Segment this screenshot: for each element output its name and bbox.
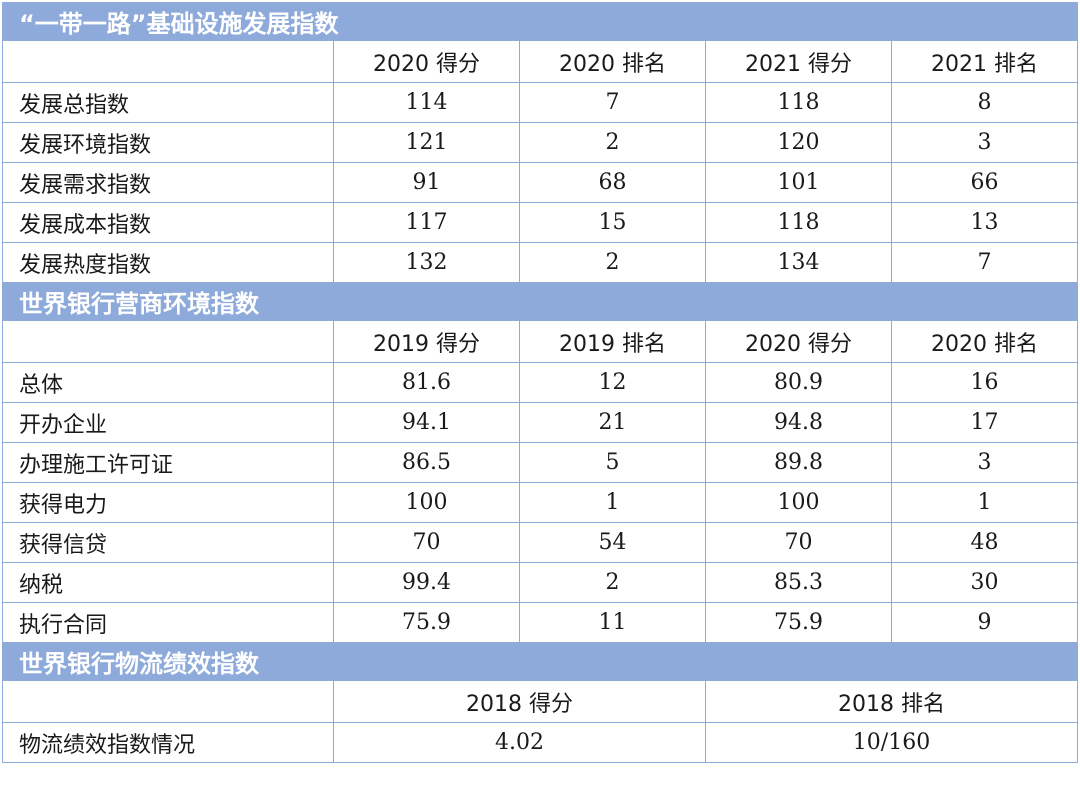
section-title: 世界银行营商环境指数: [2, 282, 1078, 321]
table-cell: 11: [519, 602, 706, 643]
table-cell: 91: [333, 162, 520, 203]
table-row: 物流绩效指数情况 4.02 10/160: [2, 722, 1078, 763]
row-label: 获得电力: [2, 482, 334, 523]
table-cell: 94.8: [705, 402, 892, 443]
column-header: 2021 排名: [891, 40, 1078, 83]
table-cell: 17: [891, 402, 1078, 443]
table-cell: 117: [333, 202, 520, 243]
section-title: “一带一路”基础设施发展指数: [2, 2, 1078, 41]
table-cell: 80.9: [705, 362, 892, 403]
row-label: 发展需求指数: [2, 162, 334, 203]
table-cell: 100: [705, 482, 892, 523]
table-cell: 99.4: [333, 562, 520, 603]
table-cell: 114: [333, 82, 520, 123]
table-cell: 75.9: [705, 602, 892, 643]
column-header-row: 2020 得分 2020 排名 2021 得分 2021 排名: [2, 40, 1078, 83]
column-header-row: 2018 得分 2018 排名: [2, 680, 1078, 723]
row-label: 发展成本指数: [2, 202, 334, 243]
header-blank: [2, 320, 334, 363]
table-cell: 120: [705, 122, 892, 163]
table-cell: 85.3: [705, 562, 892, 603]
section-header-logistics: 世界银行物流绩效指数: [2, 642, 1078, 681]
column-header: 2021 得分: [705, 40, 892, 83]
table-cell: 70: [705, 522, 892, 563]
table-cell: 7: [519, 82, 706, 123]
column-header: 2020 得分: [705, 320, 892, 363]
row-label: 获得信贷: [2, 522, 334, 563]
table-cell: 2: [519, 242, 706, 283]
row-label: 总体: [2, 362, 334, 403]
table-cell: 86.5: [333, 442, 520, 483]
table-cell: 15: [519, 202, 706, 243]
table-row: 纳税 99.4 2 85.3 30: [2, 562, 1078, 603]
table-cell: 48: [891, 522, 1078, 563]
table-cell: 68: [519, 162, 706, 203]
table-cell: 118: [705, 202, 892, 243]
table-cell: 134: [705, 242, 892, 283]
section-header-business-environment: 世界银行营商环境指数: [2, 282, 1078, 321]
table-cell: 9: [891, 602, 1078, 643]
table-row: 发展需求指数 91 68 101 66: [2, 162, 1078, 203]
row-label: 办理施工许可证: [2, 442, 334, 483]
column-header: 2020 得分: [333, 40, 520, 83]
row-label: 发展环境指数: [2, 122, 334, 163]
table-cell: 54: [519, 522, 706, 563]
column-header: 2020 排名: [519, 40, 706, 83]
table-cell: 8: [891, 82, 1078, 123]
header-blank: [2, 680, 334, 723]
table-cell: 75.9: [333, 602, 520, 643]
column-header: 2020 排名: [891, 320, 1078, 363]
table-cell: 101: [705, 162, 892, 203]
column-header: 2018 得分: [333, 680, 706, 723]
table-cell: 10/160: [705, 722, 1078, 763]
table-row: 办理施工许可证 86.5 5 89.8 3: [2, 442, 1078, 483]
indicator-table: “一带一路”基础设施发展指数 2020 得分 2020 排名 2021 得分 2…: [2, 2, 1078, 763]
table-cell: 4.02: [333, 722, 706, 763]
row-label: 执行合同: [2, 602, 334, 643]
table-cell: 1: [891, 482, 1078, 523]
table-cell: 100: [333, 482, 520, 523]
column-header: 2019 得分: [333, 320, 520, 363]
table-cell: 81.6: [333, 362, 520, 403]
row-label: 开办企业: [2, 402, 334, 443]
table-cell: 3: [891, 442, 1078, 483]
row-label: 发展总指数: [2, 82, 334, 123]
header-blank: [2, 40, 334, 83]
table-row: 发展总指数 114 7 118 8: [2, 82, 1078, 123]
table-row: 执行合同 75.9 11 75.9 9: [2, 602, 1078, 643]
table-cell: 121: [333, 122, 520, 163]
table-cell: 118: [705, 82, 892, 123]
section-header-infrastructure: “一带一路”基础设施发展指数: [2, 2, 1078, 41]
table-cell: 12: [519, 362, 706, 403]
table-cell: 132: [333, 242, 520, 283]
table-row: 开办企业 94.1 21 94.8 17: [2, 402, 1078, 443]
table-row: 发展热度指数 132 2 134 7: [2, 242, 1078, 283]
table-row: 获得信贷 70 54 70 48: [2, 522, 1078, 563]
table-cell: 21: [519, 402, 706, 443]
table-cell: 16: [891, 362, 1078, 403]
row-label: 物流绩效指数情况: [2, 722, 334, 763]
table-cell: 30: [891, 562, 1078, 603]
table-row: 总体 81.6 12 80.9 16: [2, 362, 1078, 403]
table-cell: 1: [519, 482, 706, 523]
table-cell: 94.1: [333, 402, 520, 443]
table-cell: 70: [333, 522, 520, 563]
table-cell: 2: [519, 122, 706, 163]
row-label: 纳税: [2, 562, 334, 603]
table-cell: 2: [519, 562, 706, 603]
column-header: 2018 排名: [705, 680, 1078, 723]
table-cell: 66: [891, 162, 1078, 203]
table-cell: 5: [519, 442, 706, 483]
table-row: 发展成本指数 117 15 118 13: [2, 202, 1078, 243]
row-label: 发展热度指数: [2, 242, 334, 283]
column-header: 2019 排名: [519, 320, 706, 363]
table-cell: 89.8: [705, 442, 892, 483]
table-row: 获得电力 100 1 100 1: [2, 482, 1078, 523]
section-title: 世界银行物流绩效指数: [2, 642, 1078, 681]
table-cell: 13: [891, 202, 1078, 243]
column-header-row: 2019 得分 2019 排名 2020 得分 2020 排名: [2, 320, 1078, 363]
table-cell: 7: [891, 242, 1078, 283]
table-row: 发展环境指数 121 2 120 3: [2, 122, 1078, 163]
table-cell: 3: [891, 122, 1078, 163]
